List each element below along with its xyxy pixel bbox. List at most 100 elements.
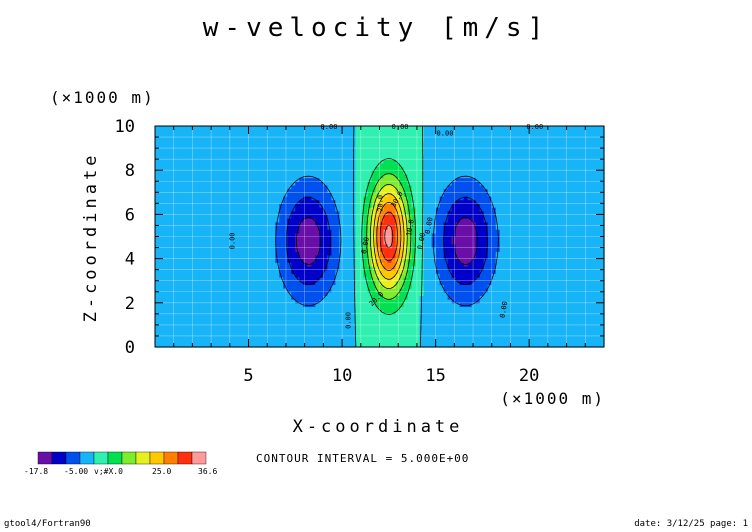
field-cell	[347, 324, 353, 330]
field-cell	[383, 247, 389, 252]
field-cell	[211, 155, 216, 160]
field-cell	[347, 332, 353, 337]
field-cell	[475, 151, 481, 157]
field-cell	[367, 184, 373, 190]
field-cell	[419, 151, 425, 157]
field-cell	[263, 269, 268, 274]
field-cell	[467, 221, 473, 227]
field-cell	[355, 236, 361, 241]
field-cell	[451, 317, 457, 322]
field-cell	[475, 144, 481, 149]
field-cell	[191, 129, 196, 134]
field-cell	[215, 184, 220, 190]
field-cell	[403, 335, 409, 341]
field-cell	[447, 151, 453, 157]
field-cell	[375, 232, 381, 238]
field-cell	[267, 324, 272, 330]
field-cell	[211, 173, 216, 179]
field-cell	[359, 310, 365, 315]
field-cell	[251, 207, 256, 212]
field-cell	[291, 192, 296, 197]
field-cell	[467, 339, 473, 344]
field-cell	[251, 195, 256, 201]
field-cell	[215, 195, 220, 201]
field-cell	[319, 269, 324, 274]
field-cell	[267, 225, 272, 230]
field-cell	[223, 188, 228, 193]
field-cell	[443, 133, 449, 138]
field-cell	[447, 306, 453, 311]
field-cell	[403, 126, 409, 131]
field-cell	[159, 310, 164, 315]
field-cell	[383, 148, 389, 153]
field-cell	[487, 291, 493, 297]
field-cell	[331, 236, 336, 241]
field-cell	[243, 265, 248, 271]
field-cell	[375, 148, 381, 153]
field-cell	[367, 173, 373, 179]
field-cell	[207, 229, 212, 234]
field-cell	[263, 232, 268, 238]
field-cell	[403, 280, 409, 285]
field-cell	[371, 221, 377, 227]
field-cell	[471, 229, 477, 234]
field-cell	[183, 299, 188, 304]
field-cell	[263, 137, 268, 142]
field-cell	[479, 306, 485, 311]
field-cell	[355, 280, 361, 285]
field-cell	[291, 317, 296, 322]
field-cell	[191, 280, 196, 285]
field-cell	[471, 302, 477, 308]
field-cell	[255, 288, 260, 293]
field-cell	[399, 321, 405, 326]
field-cell	[227, 159, 232, 164]
field-cell	[339, 317, 345, 322]
field-cell	[439, 144, 445, 149]
field-cell	[355, 324, 361, 330]
field-cell	[223, 181, 228, 186]
field-cell	[383, 188, 389, 193]
field-cell	[443, 247, 449, 252]
field-cell	[307, 328, 312, 333]
field-cell	[439, 288, 445, 293]
field-cell	[391, 199, 397, 204]
field-cell	[363, 247, 369, 252]
field-cell	[471, 144, 477, 149]
field-cell	[179, 218, 184, 223]
field-cell	[239, 306, 244, 311]
field-cell	[179, 262, 184, 267]
field-cell	[343, 302, 349, 308]
field-cell	[279, 137, 284, 142]
field-cell	[423, 288, 429, 293]
field-cell	[347, 317, 353, 322]
field-cell	[231, 221, 236, 227]
field-cell	[211, 166, 216, 171]
field-cell	[467, 155, 473, 160]
field-cell	[371, 151, 377, 157]
field-cell	[195, 148, 200, 153]
field-cell	[443, 173, 449, 179]
field-cell	[399, 225, 405, 230]
field-cell	[259, 273, 264, 278]
field-cell	[331, 277, 336, 282]
field-cell	[179, 332, 184, 337]
field-cell	[475, 243, 481, 249]
field-cell	[479, 317, 485, 322]
field-cell	[203, 302, 208, 308]
field-cell	[471, 265, 477, 271]
field-cell	[287, 251, 292, 256]
field-cell	[475, 343, 481, 348]
field-cell	[479, 159, 485, 164]
field-cell	[195, 240, 200, 245]
field-cell	[471, 277, 477, 282]
field-cell	[163, 295, 168, 300]
field-cell	[167, 148, 172, 153]
field-cell	[343, 188, 349, 193]
field-cell	[403, 177, 409, 182]
field-cell	[207, 313, 212, 319]
field-cell	[195, 218, 200, 223]
field-cell	[171, 203, 176, 208]
field-cell	[175, 273, 180, 278]
field-cell	[171, 339, 176, 344]
field-cell	[235, 137, 240, 142]
